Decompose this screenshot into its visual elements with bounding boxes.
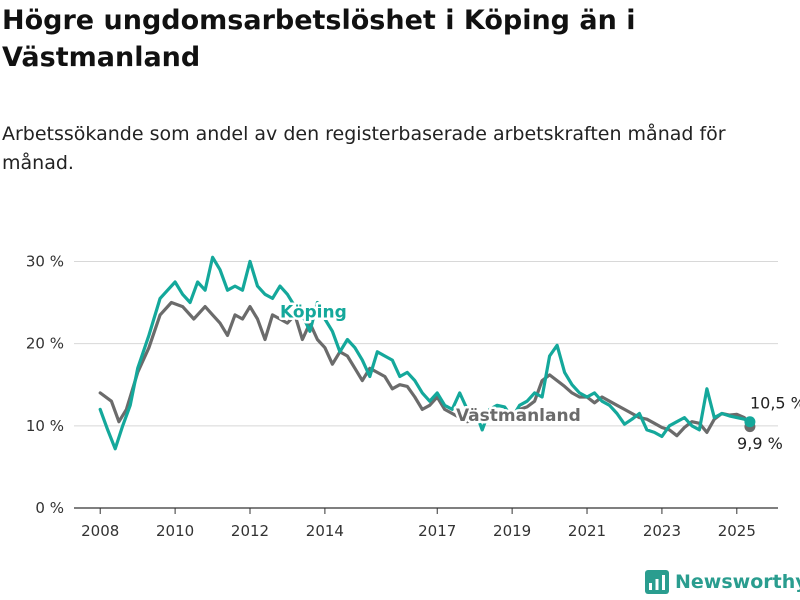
x-tick-label: 2010: [156, 522, 194, 540]
x-tick-label: 2025: [718, 522, 756, 540]
gridlines: [74, 260, 778, 509]
x-tick-label: 2008: [81, 522, 119, 540]
y-axis-ticks: 0 % 10 % 20 % 30 %: [26, 252, 64, 517]
series-line-koping: [98, 255, 752, 451]
brand-name: Newsworthy: [675, 571, 800, 593]
end-value-koping-halo: 10,5 %: [750, 394, 800, 413]
chart-subtitle: Arbetssökande som andel av den registerb…: [2, 123, 726, 174]
series-lines: [98, 255, 756, 451]
series-end-point: [744, 416, 756, 428]
chart-title: Högre ungdomsarbetslöshet i Köping än i …: [2, 5, 636, 73]
series-line-vastmanland: [98, 300, 752, 438]
x-axis-ticks: 2008 2010 2012 2014 2017 2019 2021 2023 2025: [81, 508, 756, 540]
y-tick-label: 10 %: [26, 417, 64, 435]
brand-logo: Newsworthy: [645, 568, 800, 596]
series-label-vastmanland-halo: Västmanland: [456, 406, 581, 426]
x-tick-label: 2017: [418, 522, 456, 540]
y-tick-label: 30 %: [26, 252, 64, 270]
newsworthy-icon: [645, 570, 669, 594]
series-label-vastmanland: Västmanland: [456, 406, 581, 426]
x-tick-label: 2023: [643, 522, 681, 540]
end-value-vastmanland: 9,9 %: [737, 434, 783, 453]
y-tick-label: 0 %: [35, 499, 64, 517]
series-label-koping-halo: Köping: [280, 302, 347, 322]
y-tick-label: 20 %: [26, 335, 64, 353]
x-tick-label: 2021: [568, 522, 606, 540]
x-tick-label: 2012: [231, 522, 269, 540]
series-label-koping: Köping: [280, 302, 347, 322]
x-tick-label: 2014: [306, 522, 344, 540]
x-tick-label: 2019: [493, 522, 531, 540]
end-value-koping: 10,5 %: [750, 394, 800, 413]
end-value-vastmanland-halo: 9,9 %: [737, 434, 783, 453]
